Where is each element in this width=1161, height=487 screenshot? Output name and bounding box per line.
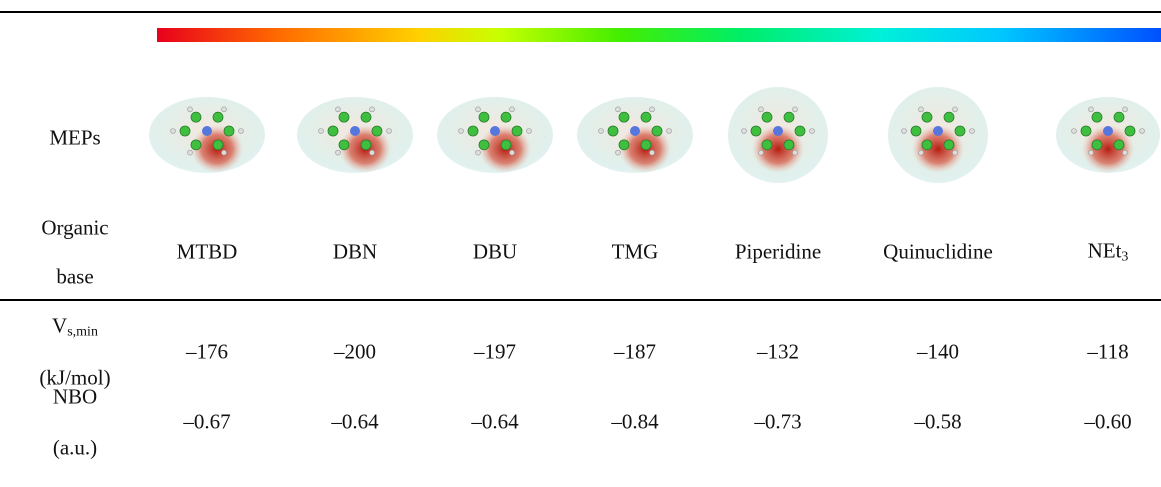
row-label: Vs,min bbox=[52, 314, 98, 341]
mep-surface bbox=[888, 87, 988, 183]
base-name: Piperidine bbox=[735, 240, 821, 265]
base-name: Quinuclidine bbox=[883, 240, 993, 265]
mep-surface bbox=[437, 97, 553, 173]
mep-surface bbox=[297, 97, 413, 173]
vs-value: –187 bbox=[614, 340, 656, 365]
mep-surface bbox=[1056, 97, 1160, 173]
row-label: (a.u.) bbox=[53, 436, 97, 461]
row-label: NBO bbox=[53, 385, 97, 410]
page: MEPsOrganicbaseVs,min(kJ/mol)NBO(a.u.)MT… bbox=[0, 0, 1161, 487]
vs-value: –197 bbox=[474, 340, 516, 365]
mep-surface bbox=[149, 97, 265, 173]
base-name: DBU bbox=[473, 240, 517, 265]
nbo-value: –0.84 bbox=[611, 410, 658, 435]
row-label: base bbox=[56, 265, 93, 290]
nbo-value: –0.60 bbox=[1084, 410, 1131, 435]
mep-surface bbox=[577, 97, 693, 173]
header-rule bbox=[0, 299, 1161, 301]
vs-value: –176 bbox=[186, 340, 228, 365]
vs-value: –200 bbox=[334, 340, 376, 365]
vs-value: –132 bbox=[757, 340, 799, 365]
vs-value: –118 bbox=[1087, 340, 1128, 365]
nbo-value: –0.67 bbox=[183, 410, 230, 435]
base-name: TMG bbox=[612, 240, 659, 265]
mep-surface bbox=[728, 87, 828, 183]
base-name: DBN bbox=[333, 240, 377, 265]
row-label: Organic bbox=[41, 216, 108, 241]
nbo-value: –0.58 bbox=[914, 410, 961, 435]
base-name-text: NEt bbox=[1088, 239, 1122, 263]
base-name: NEt3 bbox=[1088, 239, 1129, 266]
label-subscript: s,min bbox=[67, 325, 98, 340]
vs-value: –140 bbox=[917, 340, 959, 365]
label-symbol: V bbox=[52, 314, 67, 338]
base-name: MTBD bbox=[177, 240, 238, 265]
row-label: MEPs bbox=[49, 126, 100, 151]
nbo-value: –0.64 bbox=[331, 410, 378, 435]
base-name-subscript: 3 bbox=[1121, 250, 1128, 265]
nbo-value: –0.64 bbox=[471, 410, 518, 435]
nbo-value: –0.73 bbox=[754, 410, 801, 435]
